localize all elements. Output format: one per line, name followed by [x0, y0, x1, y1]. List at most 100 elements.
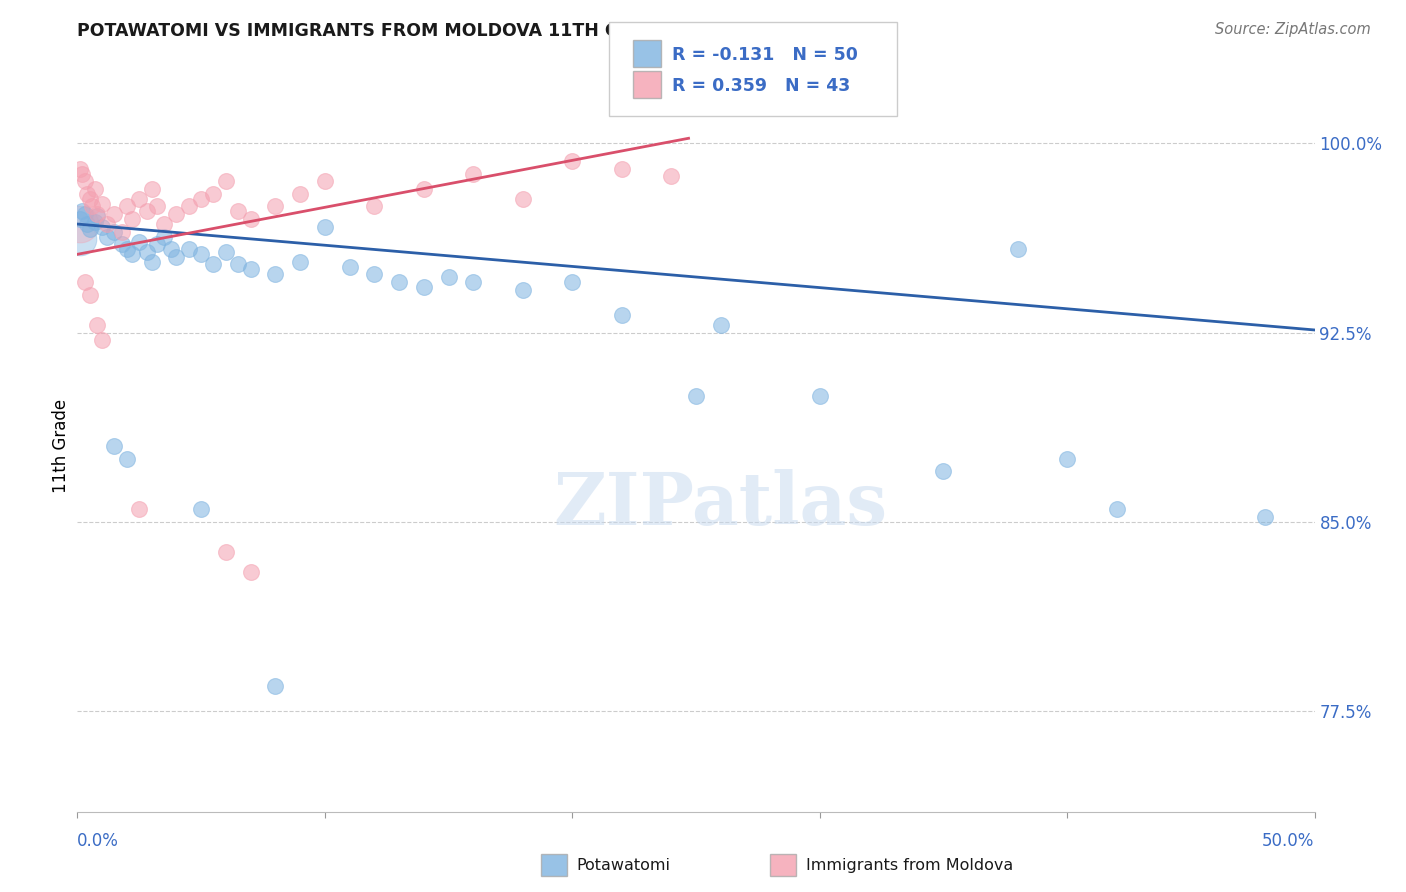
Point [69, 161, 91, 176]
Point [103, 225, 125, 239]
Point [202, 186, 225, 201]
Point [215, 174, 238, 188]
Point [86, 207, 108, 221]
Text: ZIPatlas: ZIPatlas [554, 469, 887, 540]
Point [463, 275, 485, 289]
Point [226, 257, 249, 271]
Point [73, 207, 96, 221]
Point [165, 250, 187, 264]
Point [83, 182, 105, 196]
Point [115, 242, 138, 256]
Point [145, 199, 167, 213]
Point [121, 247, 143, 261]
Point [363, 268, 385, 282]
Point [264, 199, 287, 213]
Point [1056, 451, 1078, 466]
Point [264, 268, 287, 282]
Point [79, 287, 101, 301]
Point [1007, 242, 1029, 256]
Point [190, 502, 212, 516]
Point [190, 192, 212, 206]
Point [128, 235, 150, 249]
Point [177, 242, 200, 256]
Point [215, 244, 238, 259]
Point [86, 318, 108, 332]
Point [103, 439, 125, 453]
Point [512, 283, 534, 297]
Point [128, 502, 150, 516]
Point [1105, 502, 1128, 516]
Point [610, 161, 633, 176]
Point [215, 545, 238, 559]
Point [135, 204, 157, 219]
Point [1254, 509, 1277, 524]
Point [314, 219, 336, 234]
Point [76, 186, 98, 201]
Point [141, 255, 163, 269]
Point [463, 167, 485, 181]
Point [239, 262, 262, 277]
Point [76, 217, 98, 231]
Point [103, 207, 125, 221]
Point [561, 153, 583, 168]
Point [685, 388, 707, 402]
Point [96, 229, 118, 244]
Point [165, 207, 187, 221]
Text: R = -0.131   N = 50: R = -0.131 N = 50 [672, 45, 858, 64]
Text: POTAWATOMI VS IMMIGRANTS FROM MOLDOVA 11TH GRADE CORRELATION CHART: POTAWATOMI VS IMMIGRANTS FROM MOLDOVA 11… [77, 22, 887, 40]
Point [91, 219, 114, 234]
Point [79, 192, 101, 206]
Point [73, 275, 96, 289]
Point [314, 174, 336, 188]
Point [288, 255, 311, 269]
Point [79, 222, 101, 236]
Point [190, 247, 212, 261]
Point [226, 204, 249, 219]
Point [412, 280, 434, 294]
Point [512, 192, 534, 206]
Point [135, 244, 157, 259]
Text: 50.0%: 50.0% [1263, 832, 1315, 850]
Point [153, 229, 176, 244]
Point [561, 275, 583, 289]
Point [115, 199, 138, 213]
Point [128, 192, 150, 206]
Point [610, 308, 633, 322]
Point [111, 237, 134, 252]
Y-axis label: 11th Grade: 11th Grade [52, 399, 70, 493]
Point [264, 679, 287, 693]
Point [69, 232, 91, 246]
Text: R = 0.359   N = 43: R = 0.359 N = 43 [672, 77, 851, 95]
Point [177, 199, 200, 213]
Point [72, 167, 94, 181]
Point [239, 565, 262, 579]
Point [153, 217, 176, 231]
Point [932, 464, 955, 478]
Point [121, 212, 143, 227]
Text: 0.0%: 0.0% [77, 832, 120, 850]
Point [145, 237, 167, 252]
Point [710, 318, 733, 332]
Point [82, 199, 104, 213]
Point [141, 182, 163, 196]
Point [160, 242, 183, 256]
Point [339, 260, 361, 274]
Text: Immigrants from Moldova: Immigrants from Moldova [806, 858, 1012, 872]
Point [239, 212, 262, 227]
Point [72, 204, 94, 219]
Point [86, 210, 108, 224]
Point [659, 169, 682, 183]
Point [69, 217, 91, 231]
Point [412, 182, 434, 196]
Point [111, 225, 134, 239]
Point [115, 451, 138, 466]
Point [91, 333, 114, 347]
Point [388, 275, 411, 289]
Point [73, 174, 96, 188]
Point [202, 257, 225, 271]
Point [363, 199, 385, 213]
Point [83, 214, 105, 228]
Point [96, 217, 118, 231]
Point [288, 186, 311, 201]
Point [437, 270, 460, 285]
